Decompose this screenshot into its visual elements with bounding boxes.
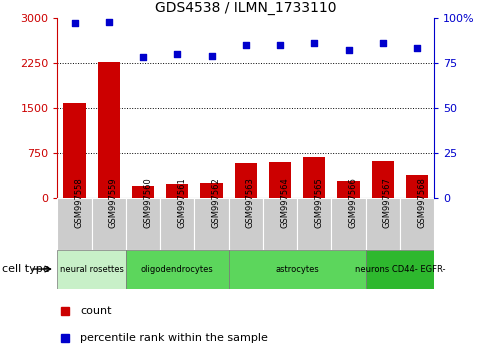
Bar: [269, 161, 291, 198]
Text: GSM997561: GSM997561: [177, 177, 186, 228]
Text: GSM997567: GSM997567: [383, 177, 392, 228]
Bar: [92, 198, 126, 250]
Point: [379, 40, 387, 46]
Point: [310, 40, 318, 46]
Point: [139, 55, 147, 60]
Bar: [126, 250, 229, 289]
Bar: [235, 163, 257, 198]
Bar: [400, 198, 434, 250]
Bar: [366, 250, 434, 289]
Bar: [166, 184, 189, 198]
Bar: [57, 198, 92, 250]
Bar: [406, 175, 428, 198]
Bar: [297, 198, 331, 250]
Text: GSM997568: GSM997568: [417, 177, 426, 228]
Text: neurons CD44- EGFR-: neurons CD44- EGFR-: [355, 264, 445, 274]
Bar: [229, 198, 263, 250]
Bar: [263, 198, 297, 250]
Bar: [303, 157, 325, 198]
Text: GSM997563: GSM997563: [246, 177, 255, 228]
Bar: [337, 181, 360, 198]
Text: GSM997562: GSM997562: [212, 177, 221, 228]
Point: [70, 20, 78, 26]
Bar: [63, 103, 86, 198]
Point: [344, 47, 352, 53]
Text: oligodendrocytes: oligodendrocytes: [141, 264, 214, 274]
Bar: [126, 198, 160, 250]
Bar: [229, 250, 366, 289]
Bar: [372, 161, 394, 198]
Point: [173, 51, 181, 57]
Bar: [132, 186, 154, 198]
Point: [105, 19, 113, 25]
Bar: [201, 183, 223, 198]
Text: astrocytes: astrocytes: [275, 264, 319, 274]
Text: GSM997559: GSM997559: [109, 177, 118, 228]
Text: neural rosettes: neural rosettes: [60, 264, 124, 274]
Bar: [195, 198, 229, 250]
Text: count: count: [80, 307, 111, 316]
Text: percentile rank within the sample: percentile rank within the sample: [80, 333, 268, 343]
Text: GSM997565: GSM997565: [314, 177, 323, 228]
Text: GSM997564: GSM997564: [280, 177, 289, 228]
Point: [208, 53, 216, 58]
Title: GDS4538 / ILMN_1733110: GDS4538 / ILMN_1733110: [155, 1, 336, 15]
Text: GSM997560: GSM997560: [143, 177, 152, 228]
Bar: [57, 250, 126, 289]
Bar: [331, 198, 366, 250]
Bar: [366, 198, 400, 250]
Text: cell type: cell type: [2, 264, 50, 274]
Point: [242, 42, 250, 47]
Text: GSM997566: GSM997566: [348, 177, 357, 228]
Text: GSM997558: GSM997558: [74, 177, 83, 228]
Point: [413, 46, 421, 51]
Bar: [98, 62, 120, 198]
Bar: [160, 198, 195, 250]
Point: [276, 42, 284, 47]
